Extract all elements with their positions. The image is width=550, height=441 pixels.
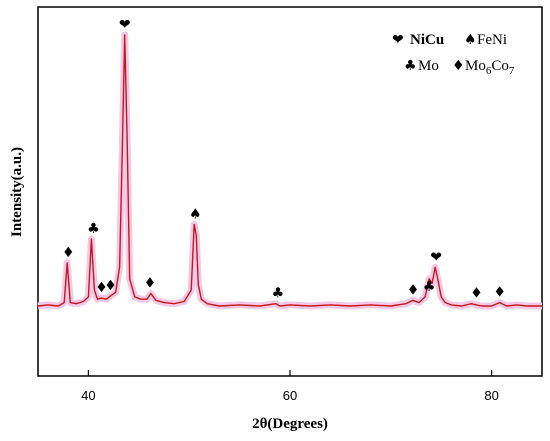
peak-marker-5: ♦ bbox=[144, 276, 157, 292]
y-axis-label: Intensity(a.u.) bbox=[9, 147, 25, 237]
peak-marker-7: ♣ bbox=[272, 286, 285, 302]
peak-marker-9: ♣ bbox=[423, 279, 436, 295]
legend-label-mo6co7-sub2: 7 bbox=[509, 65, 515, 77]
series-band bbox=[37, 31, 542, 310]
peak-marker-0: ♦ bbox=[62, 245, 75, 261]
legend-label-mo: Mo bbox=[418, 58, 439, 74]
x-axis: 40 60 80 bbox=[81, 370, 499, 403]
x-axis-label: 2θ(Degrees) bbox=[252, 416, 328, 432]
peak-marker-10: ❤ bbox=[430, 249, 442, 265]
peak-marker-2: ♦ bbox=[95, 280, 108, 296]
legend-label-mo6co7-part1: Mo bbox=[465, 58, 486, 74]
x-tick-label-80: 80 bbox=[484, 388, 498, 403]
series-line-group bbox=[37, 34, 542, 307]
x-tick-label-60: 60 bbox=[283, 388, 297, 403]
series-line bbox=[37, 34, 542, 307]
x-tick-label-40: 40 bbox=[81, 388, 95, 403]
legend-symbol-mo6co7: ♦ bbox=[452, 58, 465, 74]
legend-label-mo6co7: Mo6Co7 bbox=[465, 58, 515, 77]
peak-marker-12: ♦ bbox=[493, 285, 506, 301]
legend-symbol-mo: ♣ bbox=[404, 58, 417, 74]
legend-label-feni: FeNi bbox=[477, 32, 507, 48]
legend-symbol-nicu: ❤ bbox=[392, 32, 404, 48]
legend-label-nicu: NiCu bbox=[410, 32, 444, 48]
peak-marker-6: ♠ bbox=[189, 206, 202, 222]
legend-label-mo6co7-sub1: 6 bbox=[486, 65, 492, 77]
series-band-line bbox=[37, 31, 542, 310]
legend-symbol-feni: ♠ bbox=[464, 32, 477, 48]
peak-marker-3: ♦ bbox=[104, 278, 117, 294]
peak-marker-4: ❤ bbox=[119, 17, 131, 33]
peak-marker-1: ♣ bbox=[87, 221, 100, 237]
peak-markers: ♦♣♦♦❤♦♠♣ ♦ ♣❤♦ ♦ bbox=[62, 17, 506, 302]
legend: ❤ NiCu ♠ FeNi ♣ Mo ♦ Mo6Co7 bbox=[392, 32, 515, 77]
legend-label-mo6co7-part2: Co bbox=[491, 58, 509, 74]
peak-marker-8: ♦ bbox=[407, 282, 420, 298]
peak-marker-11: ♦ bbox=[470, 286, 483, 302]
